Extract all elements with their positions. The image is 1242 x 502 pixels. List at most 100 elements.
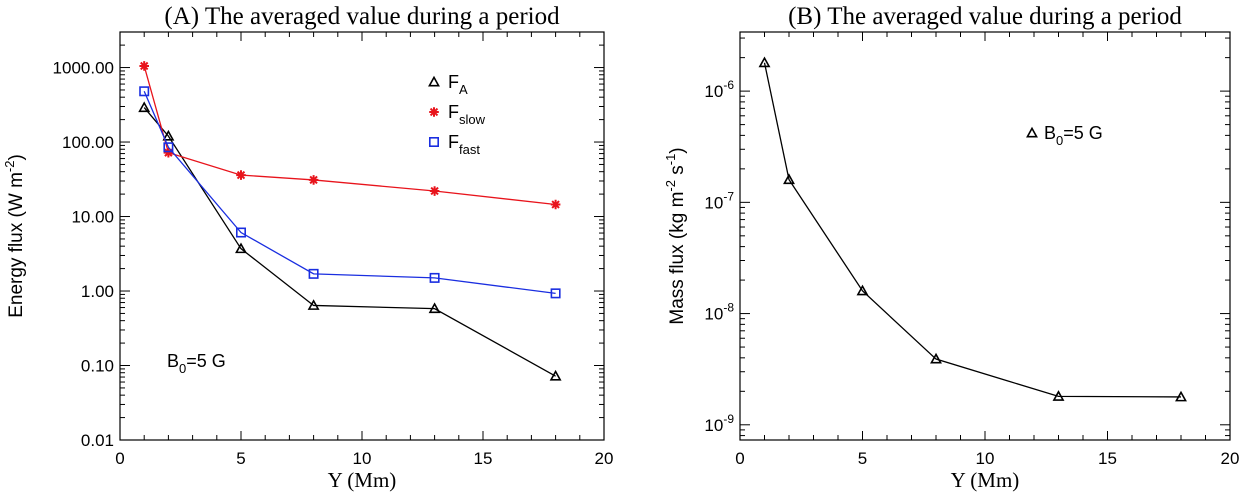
x-tick-label: 0 <box>115 449 124 468</box>
data-point-shape <box>236 227 247 238</box>
data-point <box>550 288 561 299</box>
data-point-shape <box>139 61 149 71</box>
plot-frame <box>739 31 1231 441</box>
data-point-shape <box>930 352 942 364</box>
x-tick-label: 5 <box>858 449 867 468</box>
y-tick-label: 10.00 <box>71 208 114 227</box>
y-tick-label: 100.00 <box>62 133 114 152</box>
y-axis-label-sup: -2 <box>2 161 17 173</box>
data-point <box>308 268 319 279</box>
series-line <box>143 65 556 206</box>
data-point <box>162 129 175 141</box>
series-f-fast <box>139 86 561 299</box>
data-point-shape <box>1175 390 1187 402</box>
data-point <box>429 272 440 283</box>
legend-marker <box>429 107 439 117</box>
legend-label-sub: slow <box>459 112 486 127</box>
y-tick-label-base: 10 <box>704 82 723 101</box>
y-axis-label: Mass flux (kg m-2 s-1) <box>663 147 688 324</box>
x-axis-label: Y (Mm) <box>328 468 397 492</box>
data-point <box>138 101 151 113</box>
x-tick-label: 10 <box>976 449 995 468</box>
x-tick-label: 20 <box>1221 449 1240 468</box>
series-line <box>143 91 556 295</box>
y-tick-label: 0.01 <box>81 431 114 450</box>
series-b0-5-g <box>758 56 1187 402</box>
plot-frame <box>119 31 605 441</box>
legend: B0=5 G <box>1026 123 1103 148</box>
y-tick-label-exponent: -7 <box>723 189 734 203</box>
y-tick-label-exponent: -9 <box>723 412 734 426</box>
y-tick-label-base: 10 <box>704 193 723 212</box>
series-f-a <box>138 101 562 381</box>
data-point-shape <box>235 242 247 254</box>
x-tick-label: 0 <box>735 449 744 468</box>
data-point <box>163 142 174 153</box>
y-axis-label-text: s <box>667 165 688 180</box>
legend-label-base: F <box>448 72 459 92</box>
legend-marker <box>428 75 440 87</box>
data-point-shape <box>1052 390 1065 401</box>
legend-label: B0=5 G <box>1044 123 1103 148</box>
data-point-shape <box>758 56 771 68</box>
x-axis-label: Y (Mm) <box>951 468 1020 492</box>
legend-label-base: F <box>448 102 459 122</box>
data-point <box>550 199 561 210</box>
y-axis-label: Energy flux (W m-2) <box>2 154 27 318</box>
x-tick-label: 15 <box>1098 449 1117 468</box>
data-point-shape <box>429 272 440 283</box>
legend-marker <box>1026 126 1038 138</box>
series-line <box>763 62 1182 398</box>
data-point <box>236 227 247 238</box>
y-axis-label-sup: -2 <box>663 180 678 192</box>
data-point-shape <box>308 268 319 279</box>
data-point-shape <box>139 86 150 97</box>
data-point <box>139 61 149 71</box>
data-point-shape <box>163 142 174 153</box>
y-tick-label-base: 10 <box>704 416 723 435</box>
y-tick-label: 10-7 <box>704 189 734 212</box>
data-point <box>163 147 174 158</box>
legend-label-base: B <box>1044 123 1056 143</box>
chart-title: (A) The averaged value during a period <box>164 3 560 30</box>
annotation-sub: 0 <box>179 361 186 376</box>
legend-label: Fslow <box>448 102 486 127</box>
legend-label: FA <box>448 72 468 97</box>
legend-marker-shape <box>428 137 439 148</box>
legend-marker-shape <box>428 75 440 87</box>
legend-label: Ffast <box>448 132 480 157</box>
data-point <box>856 284 869 296</box>
data-point <box>1052 390 1065 401</box>
data-point <box>783 173 795 185</box>
data-point-shape <box>163 147 174 158</box>
y-tick-label-exponent: -8 <box>723 301 734 315</box>
data-point <box>549 369 562 381</box>
y-tick-label-exponent: -6 <box>723 78 734 92</box>
x-tick-label: 20 <box>595 449 614 468</box>
data-point-shape <box>308 175 319 185</box>
data-point-shape <box>236 170 246 180</box>
y-tick-label: 0.10 <box>81 357 114 376</box>
legend-label-sub: fast <box>459 142 480 157</box>
legend-marker-shape <box>429 107 439 117</box>
y-axis-label-text: ) <box>6 154 27 160</box>
y-tick-label: 10-6 <box>704 78 734 101</box>
legend-marker <box>428 137 439 148</box>
field-strength-annotation: B0=5 G <box>167 351 226 376</box>
data-point-shape <box>138 101 151 113</box>
data-point <box>307 299 320 310</box>
data-point-shape <box>307 299 320 310</box>
data-point-shape <box>550 288 561 299</box>
legend-label-base: F <box>448 132 459 152</box>
data-point <box>930 352 942 364</box>
y-tick-label-base: 10 <box>704 305 723 324</box>
data-point-shape <box>429 186 440 196</box>
data-point <box>1175 390 1187 402</box>
annotation-rest: =5 G <box>186 351 226 371</box>
data-point <box>429 186 440 196</box>
panel-a-energy-flux: 0 5 10 15 20 0.01 0.10 1.00 10.00 100.00 1000.00 (A… <box>2 3 613 492</box>
data-point <box>139 86 150 97</box>
